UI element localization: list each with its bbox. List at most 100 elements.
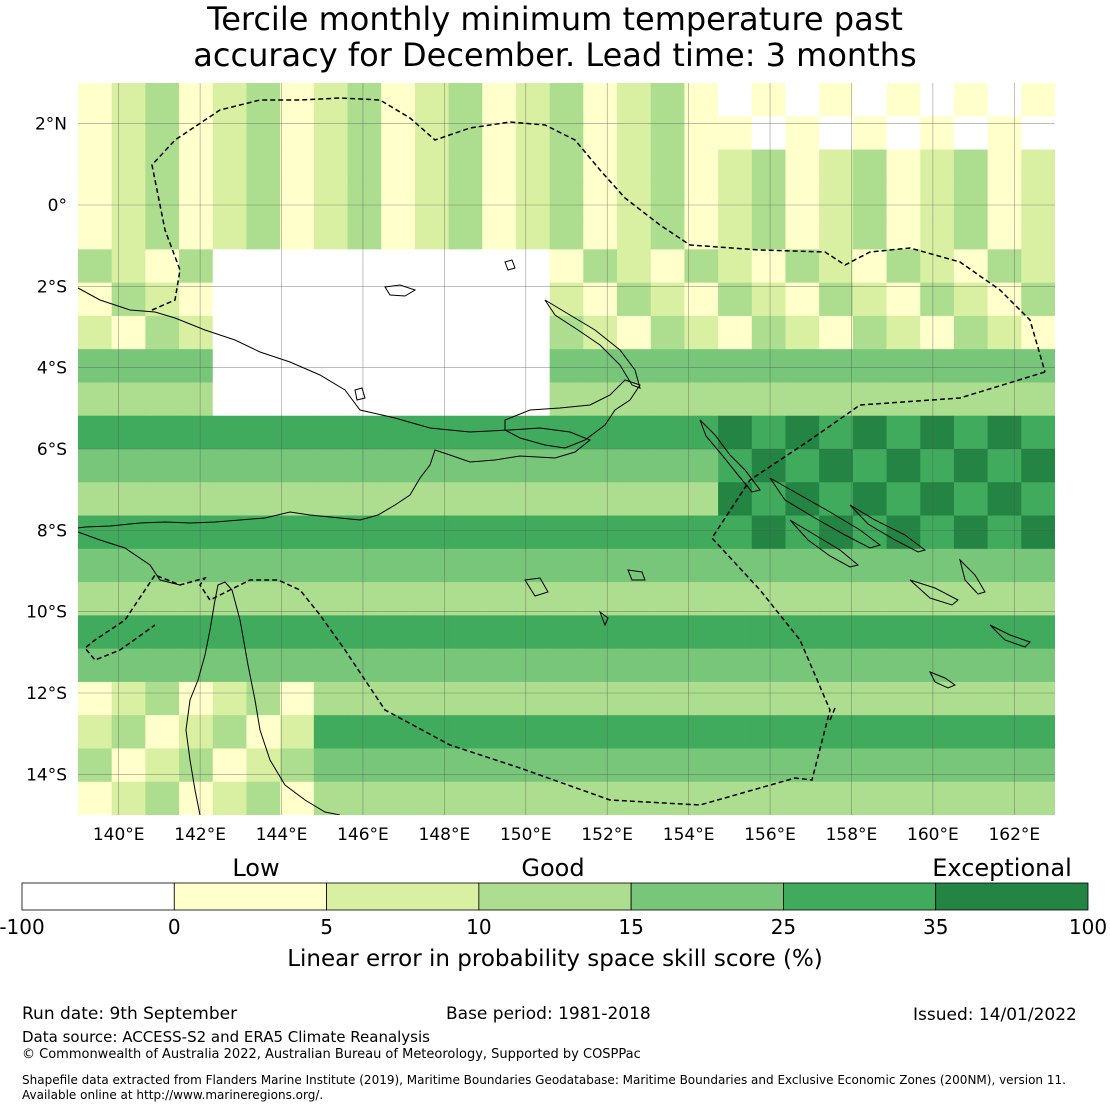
lon-tick-label: 142°E: [174, 825, 226, 845]
skill-cell: [145, 548, 180, 583]
skill-cell: [953, 149, 989, 184]
skill-cell: [617, 149, 652, 184]
skill-cell: [280, 349, 315, 383]
skill-cell: [819, 515, 854, 550]
skill-cell: [650, 216, 685, 250]
skill-cell: [1021, 149, 1055, 184]
skill-cell: [111, 449, 146, 483]
gulf-coast: [78, 531, 181, 586]
skill-cell: [953, 748, 989, 783]
skill-cell: [751, 83, 786, 117]
skill-cell: [751, 781, 786, 815]
skill-cell: [987, 382, 1022, 417]
skill-cell: [751, 382, 786, 417]
skill-cell: [111, 648, 146, 683]
title-line-1: Tercile monthly minimum temperature past: [207, 0, 903, 38]
skill-cell: [347, 182, 382, 217]
skill-cell: [886, 748, 921, 783]
skill-cell: [246, 681, 281, 716]
colorbar-swatch: [21, 882, 175, 911]
skill-cell: [145, 116, 180, 151]
skill-cell: [212, 249, 247, 284]
lat-tick-label: 2°S: [37, 277, 67, 297]
skill-cell: [246, 715, 281, 749]
skill-cell: [953, 216, 989, 250]
skill-cell: [145, 781, 180, 815]
skill-cell: [886, 715, 921, 749]
skill-cell: [78, 515, 113, 550]
skill-cell: [886, 83, 921, 117]
skill-cell: [78, 83, 113, 117]
skill-cell: [920, 83, 955, 117]
skill-cell: [179, 249, 214, 284]
skill-cell: [414, 582, 450, 616]
skill-cell: [347, 515, 382, 550]
skill-cell: [381, 315, 416, 350]
skill-cell: [448, 116, 483, 151]
skill-cell: [448, 249, 483, 284]
louisiade-island: [524, 577, 549, 597]
skill-cell: [78, 781, 113, 815]
skill-cell: [448, 615, 483, 650]
skill-cell: [987, 116, 1022, 151]
skill-cell: [1021, 315, 1055, 350]
skill-cell: [212, 349, 247, 383]
skill-cell: [414, 83, 450, 117]
skill-cell: [549, 415, 584, 450]
png-eez-north: [151, 97, 1046, 373]
skill-cell: [1021, 83, 1055, 117]
skill-cell: [1021, 615, 1055, 650]
skill-cell: [448, 216, 483, 250]
skill-cell: [179, 582, 214, 616]
skill-cell: [583, 315, 618, 350]
skill-cell: [78, 748, 113, 783]
skill-cell: [718, 781, 753, 815]
solomon-island-4: [909, 579, 959, 606]
skill-cell: [414, 748, 450, 783]
skill-cell: [920, 216, 955, 250]
lon-tick-label: 162°E: [988, 825, 1040, 845]
skill-cell: [819, 681, 854, 716]
skill-cell: [886, 315, 921, 350]
new-guinea-coast: [78, 287, 591, 529]
colorbar-swatch: [173, 882, 327, 911]
skill-cell: [953, 715, 989, 749]
skill-cell: [987, 249, 1022, 284]
skill-cell: [179, 282, 214, 317]
skill-cell: [347, 315, 382, 350]
skill-cell: [414, 515, 450, 550]
skill-cell: [617, 415, 652, 450]
skill-cell: [852, 748, 888, 783]
skill-cell: [448, 482, 483, 517]
skill-cell: [78, 715, 113, 749]
skill-cell: [313, 249, 349, 284]
skill-cell: [280, 648, 315, 683]
small-island-d: [598, 610, 609, 627]
skill-cell: [347, 249, 382, 284]
skill-cell: [179, 781, 214, 815]
skill-cell: [718, 681, 753, 716]
skill-cell: [852, 681, 888, 716]
skill-cell: [179, 149, 214, 184]
skill-cell: [583, 781, 618, 815]
skill-cell: [448, 681, 483, 716]
skill-cell: [280, 515, 315, 550]
skill-cell: [145, 282, 180, 317]
skill-cell: [313, 349, 349, 383]
colorbar-axis-label: Linear error in probability space skill …: [287, 946, 823, 972]
skill-cell: [246, 582, 281, 616]
skill-cell: [145, 715, 180, 749]
skill-cell: [953, 615, 989, 650]
skill-cell: [617, 282, 652, 317]
skill-cell: [852, 282, 888, 317]
skill-cell: [549, 282, 584, 317]
skill-cell: [718, 182, 753, 217]
skill-cell: [617, 715, 652, 749]
skill-cell: [583, 449, 618, 483]
skill-cell: [212, 182, 247, 217]
skill-cell: [78, 482, 113, 517]
skill-cell: [852, 216, 888, 250]
skill-cell: [448, 182, 483, 217]
lon-tick-label: 144°E: [256, 825, 308, 845]
shapefile-credit-2: Available online at http://www.marinereg…: [22, 1088, 324, 1102]
